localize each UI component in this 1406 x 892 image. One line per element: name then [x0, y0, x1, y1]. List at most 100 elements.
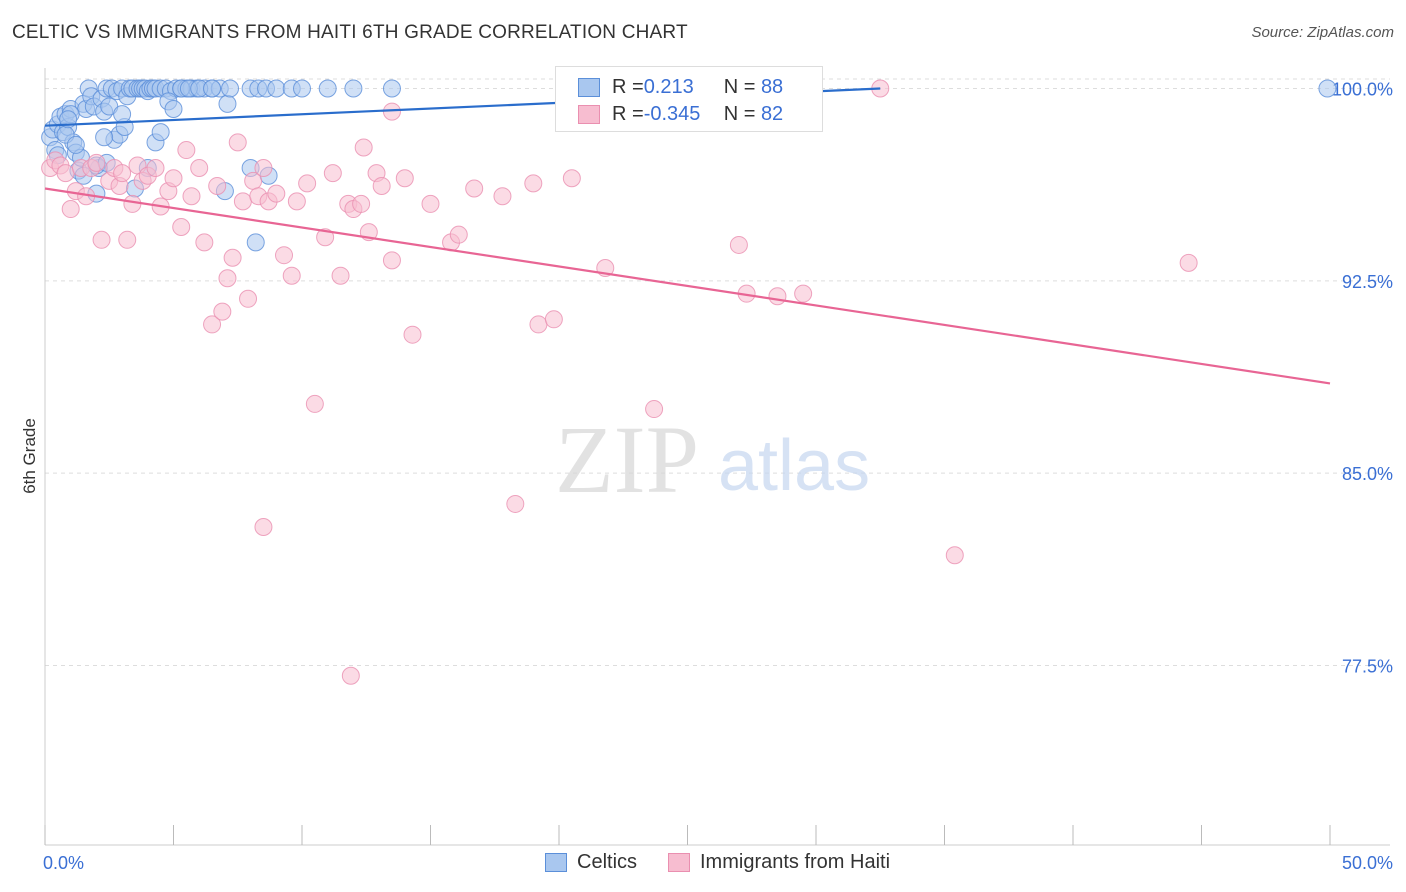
haiti-point [341, 666, 360, 685]
legend-row-haiti: R =-0.345 N = 82 [578, 101, 783, 127]
stats-legend: R = 0.213 N = 88 R =-0.345 N = 82 [555, 66, 823, 132]
haiti-point [645, 400, 664, 419]
haiti-point [208, 176, 227, 195]
haiti-point [298, 174, 317, 193]
haiti-point [123, 194, 142, 213]
watermark-atlas: atlas [718, 426, 870, 506]
celtic-point [113, 105, 132, 124]
haiti-point [195, 233, 214, 252]
haiti-point [506, 494, 525, 513]
haiti-point [323, 164, 342, 183]
haiti-points [41, 79, 1198, 685]
haiti-point [203, 315, 222, 334]
haiti-point [354, 138, 373, 157]
haiti-point [331, 266, 350, 285]
watermark-zip: ZIP [555, 406, 699, 513]
haiti-point [233, 192, 252, 211]
haiti-point [562, 169, 581, 188]
haiti-point [190, 159, 209, 178]
x-tick-label-min: 0.0% [43, 853, 84, 873]
haiti-point [275, 246, 294, 265]
celtic-point [318, 79, 337, 98]
haiti-point [729, 235, 748, 254]
haiti-point [92, 230, 111, 249]
celtic-point [221, 79, 240, 98]
haiti-point [287, 192, 306, 211]
haiti-legend-label: Immigrants from Haiti [700, 851, 891, 873]
celtic-point [267, 79, 286, 98]
haiti-point [87, 153, 106, 172]
celtic-point [246, 233, 265, 252]
celtic-legend-label: Celtics [577, 851, 638, 873]
legend-n-value-haiti: 82 [760, 103, 784, 125]
legend-row-celtic: R = 0.213 N = 88 [578, 74, 783, 100]
haiti-point [177, 141, 196, 160]
haiti-point [382, 251, 401, 270]
celtic-point [293, 79, 311, 98]
haiti-point [61, 200, 80, 219]
celtic-point [382, 79, 401, 98]
haiti-point [239, 289, 258, 308]
haiti-point [254, 159, 273, 178]
haiti-point [421, 194, 440, 213]
haiti-point [403, 325, 422, 344]
x-tick-label-max: 50.0% [1342, 853, 1393, 873]
celtic-point [203, 79, 222, 98]
haiti-point [182, 187, 201, 206]
haiti-point [56, 164, 75, 183]
chart-title: CELTIC VS IMMIGRANTS FROM HAITI 6TH GRAD… [12, 22, 688, 43]
y-tick-label: 85.0% [1342, 464, 1393, 484]
celtic-point [218, 94, 237, 113]
legend-r-label: R = [612, 103, 644, 125]
legend-n-value-celtic: 88 [760, 76, 784, 98]
haiti-point [146, 159, 165, 178]
haiti-trend-line [44, 187, 1331, 385]
haiti-point [544, 310, 563, 329]
haiti-point [529, 315, 548, 334]
haiti-point [524, 174, 543, 193]
haiti-point [493, 187, 512, 206]
celtic-point [95, 128, 114, 147]
bottom-legend-haiti: Immigrants from Haiti [668, 851, 890, 874]
celtic-legend-swatch [545, 853, 567, 873]
haiti-legend-swatch [668, 853, 690, 873]
haiti-point [164, 169, 183, 188]
celtic-point [151, 123, 170, 142]
legend-n-label: N = [723, 76, 756, 98]
haiti-point [305, 394, 324, 413]
haiti-point [267, 184, 286, 203]
bottom-legend-celtic: Celtics [545, 851, 637, 874]
legend-r-value-haiti: -0.345 [643, 103, 701, 125]
y-tick-label: 100.0% [1332, 80, 1393, 100]
haiti-point [794, 284, 813, 303]
haiti-point [213, 302, 232, 321]
source-credit: Source: ZipAtlas.com [1251, 24, 1394, 41]
haiti-point [172, 217, 191, 236]
haiti-point [118, 230, 137, 249]
haiti-point [449, 225, 468, 244]
haiti-point [223, 248, 242, 267]
haiti-point [372, 176, 391, 195]
haiti-point [1179, 253, 1198, 272]
haiti-point [282, 266, 301, 285]
haiti-point [465, 179, 484, 198]
haiti-point [218, 269, 237, 288]
celtic-swatch [578, 78, 600, 98]
legend-n-label: N = [723, 103, 756, 125]
legend-r-value-celtic: 0.213 [643, 76, 694, 98]
celtic-point [344, 79, 363, 98]
y-tick-label: 77.5% [1342, 656, 1393, 676]
celtic-point [66, 135, 85, 154]
haiti-point [316, 228, 335, 247]
haiti-point [254, 518, 273, 537]
haiti-point [113, 164, 132, 183]
haiti-point [945, 546, 964, 565]
celtic-point [1318, 79, 1337, 98]
celtic-point [164, 100, 183, 119]
y-axis-title: 6th Grade [20, 418, 39, 494]
haiti-point [395, 169, 414, 188]
haiti-point [228, 133, 247, 152]
haiti-point [352, 194, 371, 213]
legend-r-label: R = [612, 76, 644, 98]
